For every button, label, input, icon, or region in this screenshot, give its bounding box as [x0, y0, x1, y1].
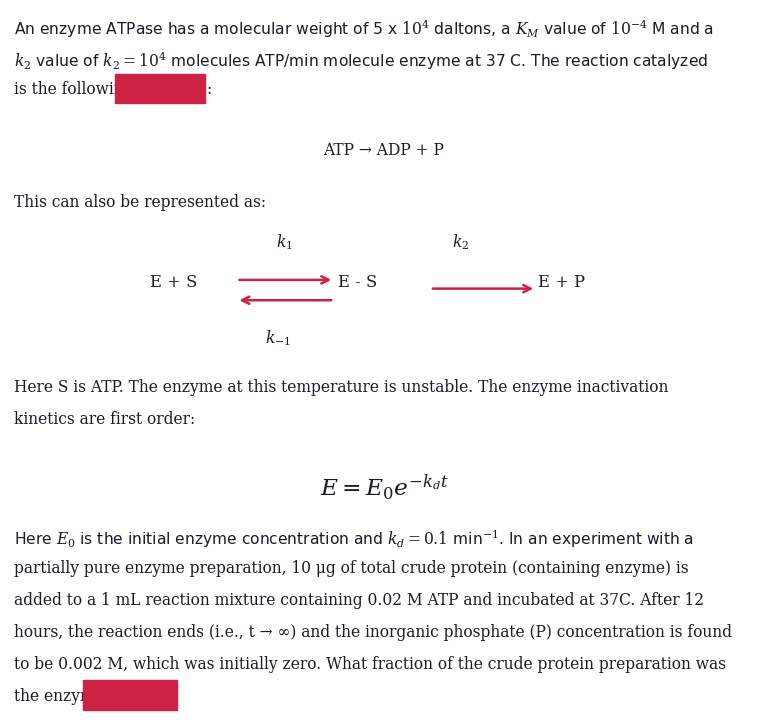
Text: hours, the reaction ends (i.e., t → ∞) and the inorganic phosphate (P) concentra: hours, the reaction ends (i.e., t → ∞) a… — [14, 624, 732, 640]
Bar — [83, 680, 177, 710]
Text: $k_2$ value of $k_2$$=$$10^{4}$ molecules ATP/min molecule enzyme at 37 C. The r: $k_2$ value of $k_2$$=$$10^{4}$ molecule… — [14, 49, 708, 72]
Text: :: : — [207, 81, 212, 98]
Text: E + S: E + S — [150, 274, 197, 291]
Text: $E = E_0e^{-k_dt}$: $E = E_0e^{-k_dt}$ — [319, 473, 449, 503]
Text: kinetics are first order:: kinetics are first order: — [14, 411, 195, 428]
Text: Here $E_0$ is the initial enzyme concentration and $k_d$$=0.1$ min$^{-1}$. In an: Here $E_0$ is the initial enzyme concent… — [14, 528, 694, 550]
Text: Here S is ATP. The enzyme at this temperature is unstable. The enzyme inactivati: Here S is ATP. The enzyme at this temper… — [14, 379, 668, 396]
Text: added to a 1 mL reaction mixture containing 0.02 M ATP and incubated at 37C. Aft: added to a 1 mL reaction mixture contain… — [14, 592, 703, 608]
Text: is the following: is the following — [14, 81, 138, 98]
Text: $k_2$: $k_2$ — [452, 232, 468, 252]
Text: the enzyme?: the enzyme? — [14, 688, 112, 704]
Text: partially pure enzyme preparation, 10 μg of total crude protein (containing enzy: partially pure enzyme preparation, 10 μg… — [14, 560, 688, 577]
Text: This can also be represented as:: This can also be represented as: — [14, 194, 266, 211]
Bar — [115, 74, 205, 103]
Text: $k_1$: $k_1$ — [276, 232, 293, 252]
Text: ATP → ADP + P: ATP → ADP + P — [323, 142, 445, 158]
Text: E - S: E - S — [338, 274, 377, 291]
Text: An enzyme ATPase has a molecular weight of 5 x $10^{4}$ daltons, a $K_M$ value o: An enzyme ATPase has a molecular weight … — [14, 17, 714, 40]
Text: E + P: E + P — [538, 274, 584, 291]
Text: to be 0.002 M, which was initially zero. What fraction of the crude protein prep: to be 0.002 M, which was initially zero.… — [14, 656, 726, 672]
Text: $k_{-1}$: $k_{-1}$ — [265, 329, 291, 348]
